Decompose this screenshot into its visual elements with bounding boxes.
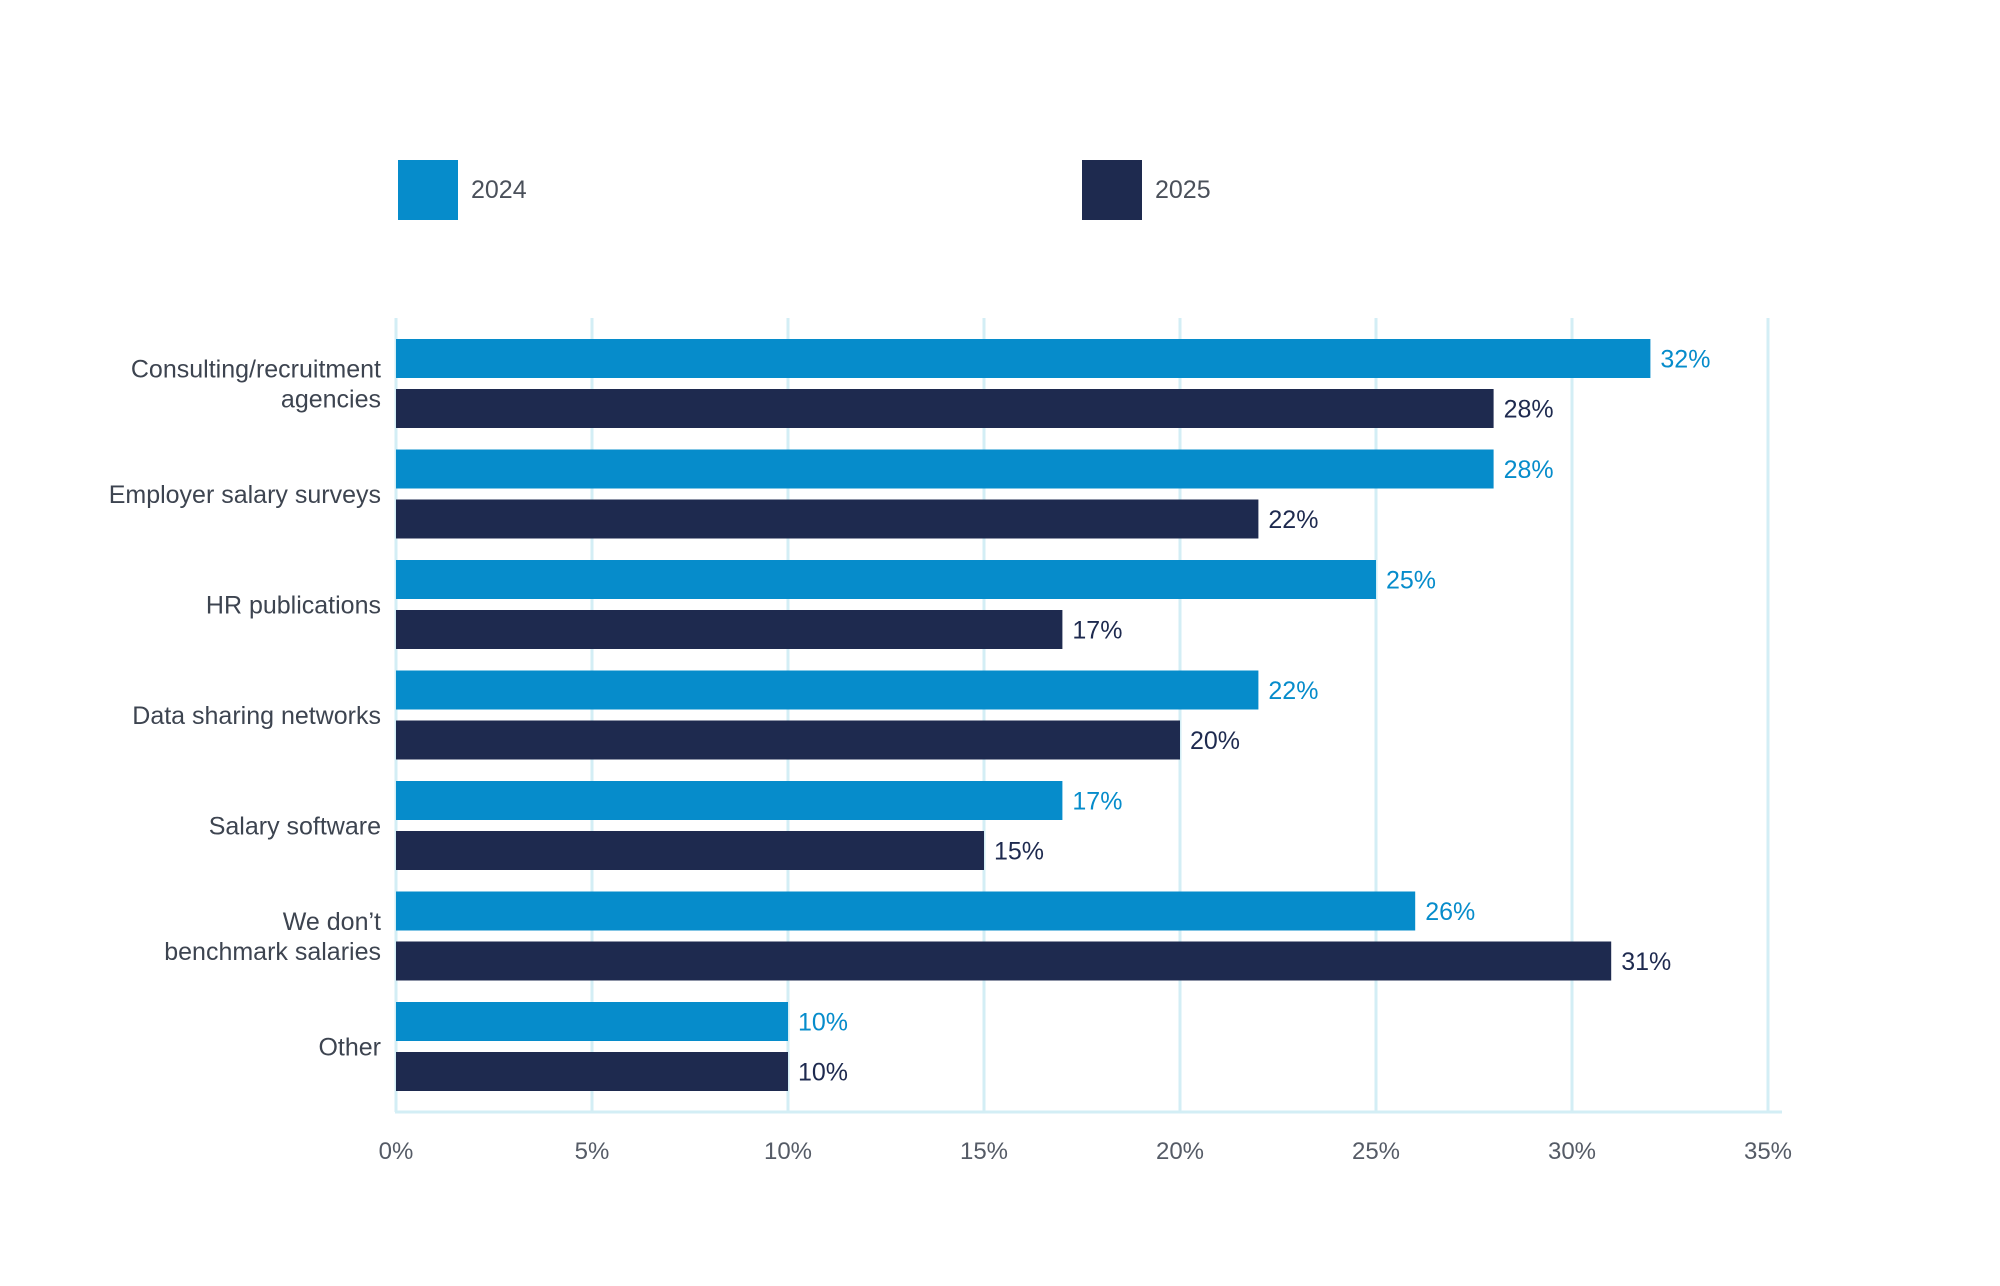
bar-2025: [396, 610, 1063, 649]
data-label-2025: 15%: [994, 838, 1044, 866]
category-label: Data sharing networks: [132, 702, 381, 730]
bar-2024: [396, 560, 1376, 599]
data-label-2024: 28%: [1504, 456, 1554, 484]
bar-2024: [396, 339, 1651, 378]
x-tick-label: 20%: [1156, 1138, 1204, 1165]
legend-label-2025: 2025: [1155, 176, 1211, 204]
category-label: Other: [318, 1034, 381, 1062]
data-label-2025: 17%: [1072, 617, 1122, 645]
bar-2025: [396, 941, 1612, 981]
data-label-2024: 22%: [1268, 677, 1318, 705]
bar-2024: [396, 891, 1416, 931]
data-label-2025: 22%: [1268, 506, 1318, 534]
legend-swatch-2025: [1082, 160, 1142, 220]
category-label: HR publications: [206, 592, 381, 620]
bars: [396, 339, 1651, 1091]
legend: 2024 2025: [398, 160, 1211, 220]
category-label: Salary software: [209, 813, 381, 841]
category-labels: Consulting/recruitment agencies Employer s…: [109, 356, 381, 1062]
data-label-2025: 10%: [798, 1059, 848, 1087]
x-tick-label: 35%: [1744, 1138, 1792, 1165]
bar-2024: [396, 670, 1259, 710]
bar-2025: [396, 720, 1180, 760]
bar-2025: [396, 1052, 788, 1091]
x-tick-label: 25%: [1352, 1138, 1400, 1165]
legend-label-2024: 2024: [471, 176, 527, 204]
bar-2025: [396, 389, 1494, 428]
data-label-2024: 32%: [1660, 346, 1710, 374]
data-label-2024: 25%: [1386, 567, 1436, 595]
data-label-2024: 10%: [798, 1009, 848, 1037]
bar-2025: [396, 831, 984, 870]
x-tick-label: 15%: [960, 1138, 1008, 1165]
x-tick-label: 0%: [379, 1138, 414, 1165]
grid: [394, 318, 1782, 1114]
x-tick-label: 5%: [575, 1138, 610, 1165]
data-labels: 32% 28% 28% 22% 25% 17% 22% 20% 17% 15% 26% 31% 10% 1…: [798, 346, 1710, 1087]
data-label-2025: 28%: [1504, 396, 1554, 424]
legend-swatch-2024: [398, 160, 458, 220]
bar-2024: [396, 1002, 788, 1041]
data-label-2024: 17%: [1072, 788, 1122, 816]
data-label-2024: 26%: [1425, 898, 1475, 926]
category-label: Consulting/recruitment agencies: [131, 356, 381, 414]
category-label: Employer salary surveys: [109, 481, 381, 509]
bar-2024: [396, 781, 1063, 820]
data-label-2025: 31%: [1621, 948, 1671, 976]
x-tick-label: 10%: [764, 1138, 812, 1165]
data-label-2025: 20%: [1190, 727, 1240, 755]
x-axis-ticks: 0% 5% 10% 15% 20% 25% 30% 35%: [379, 1138, 1792, 1165]
category-label: We don’t benchmark salaries: [164, 908, 381, 966]
bar-2024: [396, 449, 1494, 489]
x-tick-label: 30%: [1548, 1138, 1596, 1165]
bar-2025: [396, 499, 1259, 539]
